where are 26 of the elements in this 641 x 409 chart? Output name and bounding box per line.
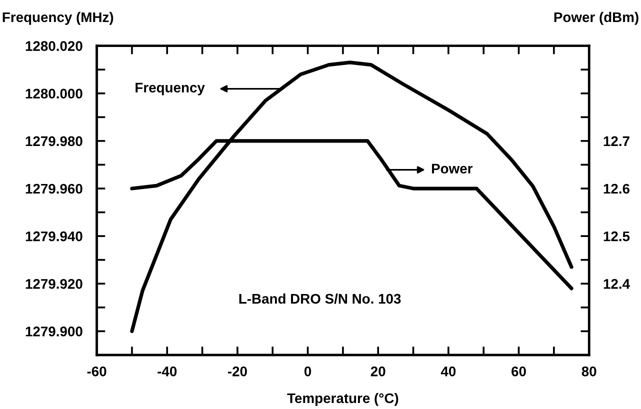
y-tick-label: 1279.940 bbox=[26, 231, 82, 242]
x-tick-label: 0 bbox=[304, 366, 312, 376]
y-tick-label: 1279.980 bbox=[26, 136, 82, 146]
y-tick-label: 1279.920 bbox=[26, 278, 82, 289]
x-tick-label: 60 bbox=[512, 366, 526, 376]
x-tick-label: 80 bbox=[582, 366, 596, 376]
x-tick-label: -40 bbox=[158, 366, 177, 376]
y2-tick-label: 12.7 bbox=[604, 136, 630, 146]
y2-tick-label: 12.4 bbox=[604, 278, 630, 289]
y-tick-label: 1279.900 bbox=[26, 326, 82, 336]
y-tick-label: 1279.960 bbox=[26, 184, 82, 194]
y-tick-label: 1280.000 bbox=[26, 88, 82, 99]
x-tick-label: -60 bbox=[87, 366, 106, 376]
x-tick-label: 20 bbox=[370, 366, 386, 376]
y2-axis-title: Power (dBm) bbox=[554, 12, 638, 25]
x-axis-title: Temperature (°C) bbox=[287, 392, 398, 406]
annotation: L-Band DRO S/N No. 103 bbox=[239, 294, 401, 304]
y-axis-title: Frequency (MHz) bbox=[2, 12, 114, 25]
y-tick-label: 1280.020 bbox=[26, 41, 82, 51]
x-tick-label: -20 bbox=[228, 366, 247, 376]
annotation: Frequency bbox=[136, 82, 205, 96]
y2-tick-label: 12.5 bbox=[604, 231, 630, 242]
line-series bbox=[130, 60, 574, 334]
x-tick-label: 40 bbox=[440, 366, 456, 376]
y2-tick-label: 12.6 bbox=[604, 184, 630, 194]
annotation: Power bbox=[432, 164, 473, 174]
